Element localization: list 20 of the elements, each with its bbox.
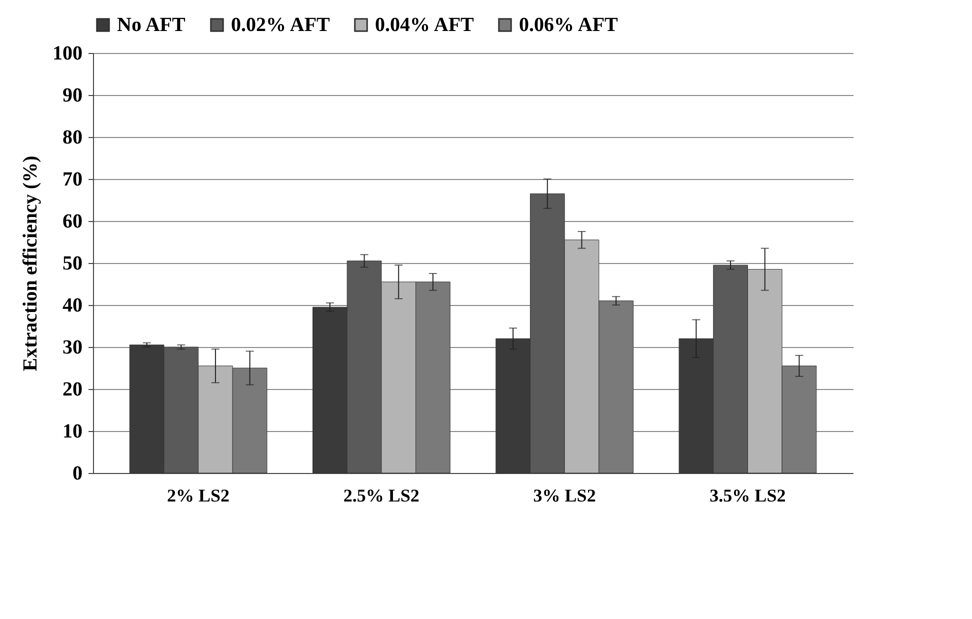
y-tick-label: 30 (62, 336, 82, 358)
y-tick-label: 10 (62, 420, 82, 442)
y-tick-label: 70 (62, 168, 82, 190)
x-tick-label: 2.5% LS2 (343, 486, 420, 506)
y-tick-label: 90 (62, 84, 82, 106)
legend-label: 0.02% AFT (231, 14, 331, 36)
y-tick-label: 80 (62, 126, 82, 148)
y-tick-label: 40 (62, 294, 82, 316)
y-axis-title: Extraction efficiency (%) (20, 156, 42, 372)
legend-label: 0.04% AFT (375, 14, 475, 36)
y-tick-label: 20 (62, 378, 82, 400)
legend-label: 0.06% AFT (519, 14, 619, 36)
y-tick-label: 60 (62, 210, 82, 232)
y-tick-label: 50 (62, 252, 82, 274)
y-tick-label: 0 (72, 462, 82, 484)
y-tick-label: 100 (52, 42, 82, 64)
x-tick-label: 3% LS2 (533, 486, 596, 506)
x-tick-label: 3.5% LS2 (710, 486, 786, 506)
x-tick-label: 2% LS2 (167, 486, 230, 506)
legend-label: No AFT (117, 14, 186, 36)
